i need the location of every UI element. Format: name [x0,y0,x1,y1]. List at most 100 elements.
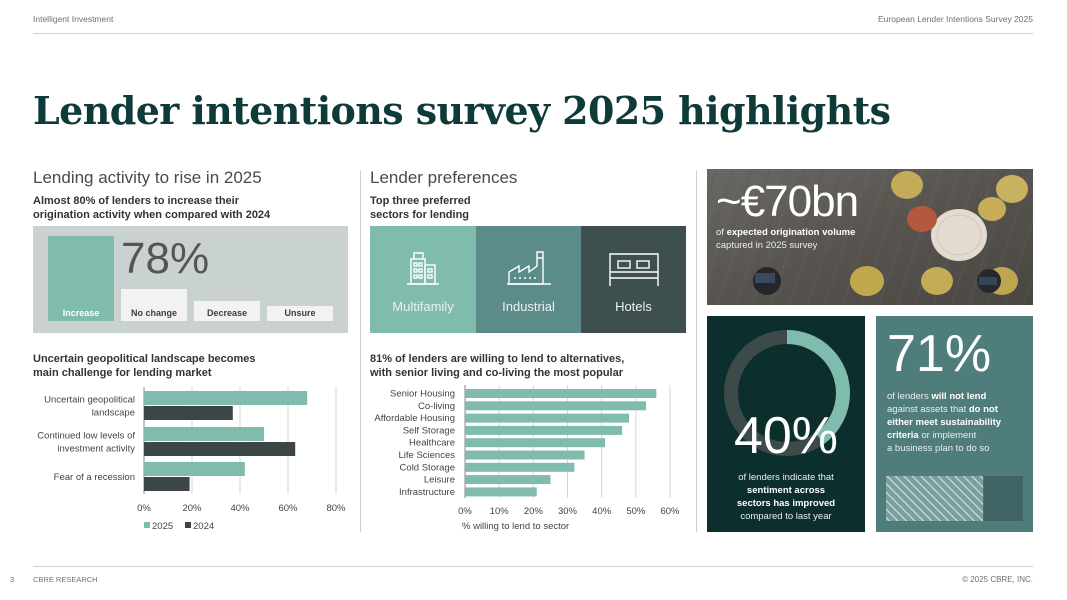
bar-increase-label: Increase [62,308,100,318]
alternatives-chart-title-line-1: 81% of lenders are willing to lend to al… [370,353,625,365]
alt-category-label: Infrastructure [399,487,455,498]
alt-category-label: Healthcare [409,438,455,449]
sentiment-tile: 40% of lenders indicate that sentiment a… [707,316,865,532]
sustainability-caption-t4b: criteria [887,430,919,441]
sustainability-bar-remainder [983,476,1023,521]
geo-tick-label: 60% [278,503,298,514]
page-title: Lender intentions survey 2025 highlights [33,88,891,133]
column-divider-2 [696,170,697,532]
sentiment-caption-line-1: of lenders indicate that [738,472,834,483]
sector-hotels-label: Hotels [615,299,652,314]
header-divider [33,33,1033,34]
geo-tick-label: 80% [326,503,346,514]
bar-unsure: Unsure [267,306,333,321]
sentiment-caption-line-3: sectors has improved [736,498,836,509]
origination-caption-bold: expected origination volume [726,227,856,238]
geo-chart-title-line-1: Uncertain geopolitical landscape becomes [33,353,256,365]
origination-caption: of expected origination volume captured … [716,226,855,252]
geo-challenges-chart: 0% 20% 40% 60% 80% Uncertain geopolitical land… [37,387,346,532]
preferences-subtitle-line-2: sectors for lending [370,209,470,221]
cafe-photo-illustration [707,169,1033,305]
alt-bar [465,413,629,423]
geo-category-label: investment activity [57,444,135,455]
preferences-subtitle-line-1: Top three preferred [370,195,471,207]
alternatives-chart-title: 81% of lenders are willing to lend to al… [370,352,624,380]
alt-category-label: Self Storage [403,425,455,436]
geo-category-label: Uncertain geopolitical [44,395,135,406]
geo-category-label: landscape [92,408,135,419]
sustainability-share-bar [886,476,1023,521]
footer-source: CBRE RESEARCH [33,575,98,584]
sustainability-tile: 71% of lenders will not lend against ass… [876,316,1033,532]
footer-divider [33,566,1033,567]
origination-value: ~€70bn [716,177,859,226]
sentiment-caption-line-4: compared to last year [740,511,832,522]
geo-chart-title-line-2: main challenge for lending market [33,367,212,379]
geo-tick-label: 40% [230,503,250,514]
sustainability-caption-t3b: either meet sustainability [887,417,1002,428]
header-report-title: European Lender Intentions Survey 2025 [877,14,1033,24]
geo-category-label: Fear of a recession [54,472,135,483]
alt-category-label: Life Sciences [398,450,455,461]
legend-2024-swatch [185,522,191,528]
sector-industrial-label: Industrial [502,299,555,314]
donut-segment-improved [724,330,850,456]
alt-tick-label: 60% [660,506,680,517]
sentiment-caption: of lenders indicate that sentiment acros… [707,471,865,523]
sustainability-caption-t1b: will not lend [931,391,987,402]
geo-bar-2025 [144,427,264,441]
bar-unsure-label: Unsure [284,308,316,318]
preferences-subtitle: Top three preferred sectors for lending [370,194,471,222]
geo-chart-title: Uncertain geopolitical landscape becomes… [33,352,256,380]
alternatives-chart: 0% 10% 20% 30% 40% 50% 60% Senior HousingCo-liv… [374,385,680,532]
page-number: 3 [10,575,15,584]
sector-multifamily-label: Multifamily [392,299,454,314]
sustainability-caption-t2: against assets that [887,404,969,415]
alt-tick-label: 40% [592,506,612,517]
alt-bar [465,487,537,497]
footer-copyright: © 2025 CBRE, INC. [962,575,1033,584]
geo-bar-2024 [144,477,190,491]
sustainability-caption-t2b: do not [968,404,998,415]
lending-subtitle: Almost 80% of lenders to increase their … [33,194,270,222]
geo-bar-2024 [144,442,296,456]
alt-category-label: Affordable Housing [374,413,455,424]
sector-multifamily: Multifamily [370,226,476,333]
bar-increase: Increase [48,236,114,321]
origination-tile: ~€70bn of expected origination volume ca… [707,169,1033,305]
sustainability-caption: of lenders will not lend against assets … [887,390,1001,455]
bar-decrease: Decrease [194,301,260,321]
origination-caption-line-2: captured in 2025 survey [716,240,818,251]
origination-caption-prefix: of [716,227,727,238]
alternatives-chart-title-line-2: with senior living and co-living the mos… [370,367,624,379]
apartment-building-icon [407,252,439,285]
sustainability-caption-t1: of lenders [887,391,932,402]
alt-x-axis-label: % willing to lend to sector [462,521,569,532]
sustainability-bar-will-not-lend [886,476,984,521]
lending-subtitle-line-1: Almost 80% of lenders to increase their [33,195,240,207]
geo-bar-2025 [144,391,308,405]
alt-tick-label: 0% [458,506,472,517]
geo-bar-2024 [144,406,233,420]
alt-category-label: Senior Housing [390,389,455,400]
alt-bar [465,450,585,460]
bar-decrease-label: Decrease [206,308,248,318]
legend-2025-swatch [144,522,150,528]
geo-bar-2025 [144,462,245,476]
bar-no-change: No change [121,289,187,321]
sector-hotels: Hotels [581,226,686,333]
bed-icon [608,253,659,286]
preferences-section-title: Lender preferences [370,168,518,187]
sentiment-donut-chart [724,330,850,456]
sector-industrial: Industrial [476,226,581,333]
geo-tick-label: 0% [137,503,151,514]
lending-big-value: 78% [121,234,210,283]
alt-category-label: Co-living [418,401,455,412]
bar-no-change-label: No change [130,308,177,318]
alt-tick-label: 50% [626,506,646,517]
alt-category-label: Cold Storage [400,462,455,473]
geo-category-label: Continued low levels of [37,431,135,442]
sustainability-caption-t4: or implement [918,430,977,441]
geo-tick-label: 20% [182,503,202,514]
legend-2024-label: 2024 [193,521,214,532]
